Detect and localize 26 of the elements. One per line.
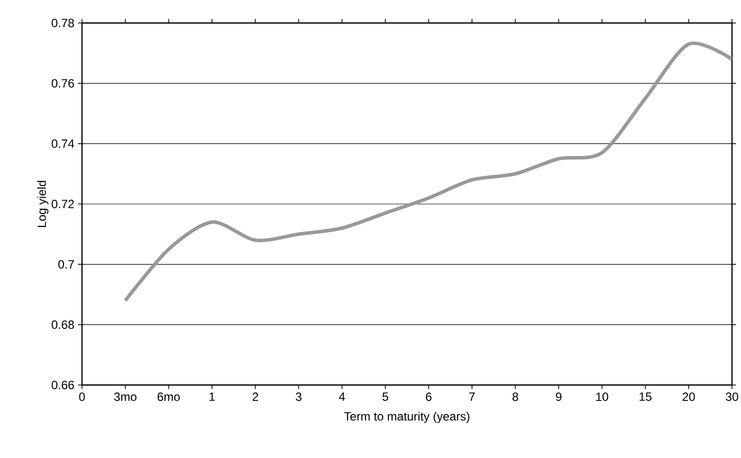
y-tick-label: 0.7 <box>58 260 74 269</box>
x-tick-label: 3mo <box>114 392 136 401</box>
y-tick-label: 0.66 <box>52 380 74 390</box>
x-tick-label: 15 <box>640 392 652 401</box>
x-tick-label: 9 <box>556 392 562 401</box>
x-tick-label: 4 <box>338 392 345 401</box>
x-tick-label: 2 <box>252 392 258 401</box>
x-tick-label: 0 <box>79 392 85 401</box>
y-tick-label: 0.78 <box>52 18 74 28</box>
y-tick-label: 0.68 <box>52 320 74 329</box>
x-tick-label: 6 <box>426 392 432 401</box>
y-axis-title: Log yield <box>37 180 48 227</box>
x-tick-label: 3 <box>296 392 302 401</box>
x-tick-label: 10 <box>596 392 608 401</box>
x-tick-label: 30 <box>726 392 738 401</box>
x-tick-label: 6mo <box>158 392 180 401</box>
x-tick-label: 7 <box>469 392 475 401</box>
y-tick-label: 0.76 <box>52 79 74 88</box>
x-tick-label: 20 <box>682 392 695 401</box>
x-tick-label: 5 <box>382 392 388 401</box>
x-tick-label: 1 <box>210 392 215 401</box>
y-tick-label: 0.72 <box>52 200 74 208</box>
x-tick-label: 8 <box>512 392 518 401</box>
line-series <box>124 42 732 302</box>
y-tick-label: 0.74 <box>52 139 74 148</box>
x-axis-title: Term to maturity (years) <box>344 412 470 423</box>
